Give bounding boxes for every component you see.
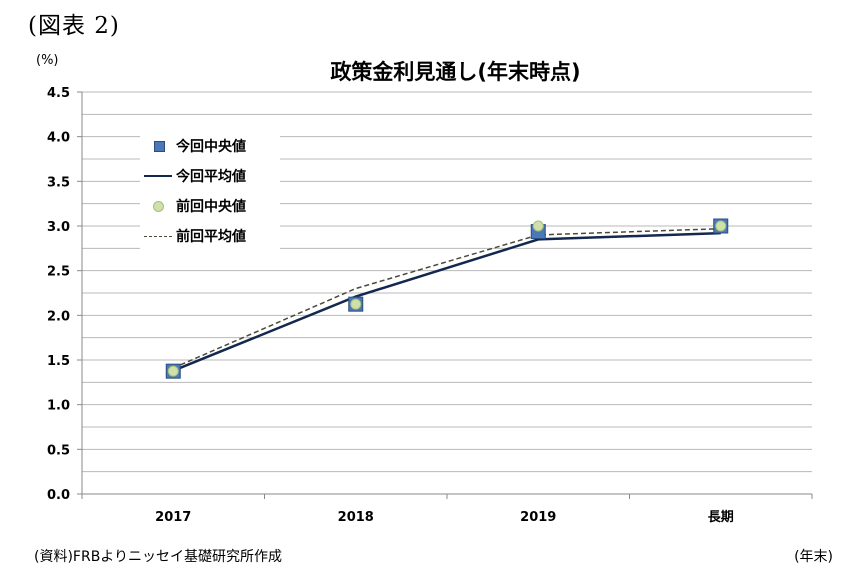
x-tick-label: 長期	[708, 510, 734, 525]
y-tick-label: 2.0	[47, 309, 70, 324]
data-point-dot	[532, 220, 544, 232]
legend-label: 前回中央値	[176, 199, 246, 215]
y-tick-label: 4.5	[47, 86, 70, 101]
y-unit-label: (%)	[36, 53, 59, 68]
x-tick-label: 2017	[155, 510, 191, 525]
source-note: (資料)FRBよりニッセイ基礎研究所作成	[34, 549, 283, 565]
y-tick-label: 1.5	[47, 354, 70, 369]
legend-dashed-line	[140, 221, 176, 251]
legend-dot-marker	[140, 191, 176, 221]
legend-label: 前回平均値	[176, 229, 246, 245]
y-tick-label: 0.5	[47, 443, 70, 458]
series-line-previous-mean	[172, 227, 721, 369]
data-point-dot	[350, 298, 362, 310]
y-tick-label: 1.0	[47, 399, 70, 414]
chart-title: 政策金利見通し(年末時点)	[330, 60, 581, 84]
x-unit-label: (年末)	[794, 549, 833, 565]
legend: 今回中央値 今回平均値 前回中央値 前回平均値	[140, 131, 280, 251]
y-tick-label: 4.0	[47, 131, 70, 146]
legend-item-previous-median: 前回中央値	[140, 191, 280, 221]
figure-label: (図表 2)	[28, 13, 120, 39]
series-line-current-mean	[172, 231, 721, 372]
legend-item-previous-mean: 前回平均値	[140, 221, 280, 251]
legend-solid-line	[140, 161, 176, 191]
y-tick-label: 0.0	[47, 488, 70, 503]
legend-item-current-mean: 今回平均値	[140, 161, 280, 191]
x-tick-label: 2018	[338, 510, 374, 525]
y-tick-label: 3.5	[47, 175, 70, 190]
legend-label: 今回中央値	[176, 139, 246, 155]
x-tick-label: 2019	[520, 510, 556, 525]
y-tick-label: 2.5	[47, 265, 70, 280]
y-tick-label: 3.0	[47, 220, 70, 235]
data-point-dot	[167, 365, 179, 377]
legend-square-marker	[140, 131, 176, 161]
legend-item-current-median: 今回中央値	[140, 131, 280, 161]
legend-label: 今回平均値	[176, 169, 246, 185]
data-point-dot	[715, 220, 727, 232]
